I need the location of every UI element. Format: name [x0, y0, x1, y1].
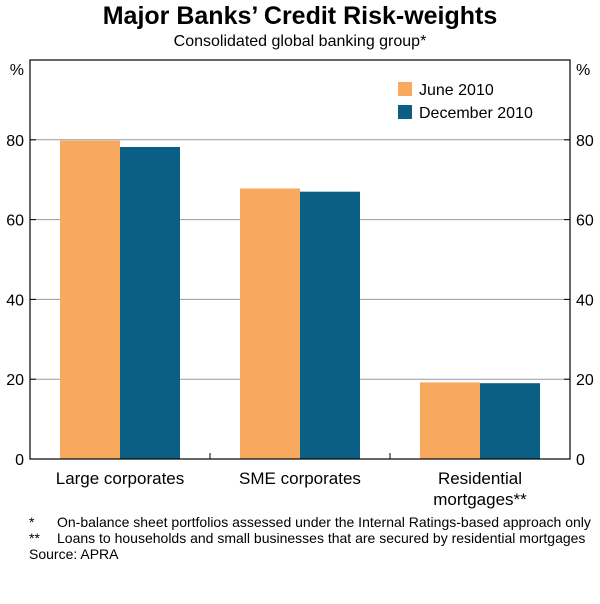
y-tick-label-right: 60 [576, 213, 594, 230]
y-tick-label-left: 80 [6, 133, 24, 150]
footnote-1-text: On-balance sheet portfolios assessed und… [57, 514, 591, 530]
legend-swatch-june-2010 [398, 82, 412, 96]
footnote-2: ** Loans to households and small busines… [29, 530, 597, 546]
chart-title: Major Banks’ Credit Risk-weights [102, 2, 498, 30]
bar-december-2010-3 [480, 383, 540, 459]
y-tick-label-left: 60 [6, 213, 24, 230]
legend-label-december-2010: December 2010 [419, 105, 533, 122]
y-tick-label-right: 20 [576, 372, 594, 389]
x-tick-label-1: Large corporates [56, 469, 185, 488]
plot-frame [29, 59, 571, 460]
footnote-1-mark: * [29, 514, 35, 530]
x-tick-label-3: Residential [438, 469, 522, 488]
bar-december-2010-1 [120, 146, 180, 459]
footnote-1: * On-balance sheet portfolios assessed u… [29, 514, 597, 530]
chart-subtitle: Consolidated global banking group* [173, 33, 427, 50]
x-tick-label-3: mortgages** [433, 490, 527, 509]
y-unit-right: % [576, 62, 590, 79]
y-tick-label-left: 20 [6, 372, 24, 389]
y-tick-label-left: 0 [15, 452, 24, 469]
footnote-2-mark: ** [29, 530, 40, 546]
y-unit-left: % [10, 62, 24, 79]
y-tick-label-left: 40 [6, 292, 24, 309]
y-tick-label-right: 40 [576, 292, 594, 309]
bar-chart: 0 0 20 20 40 40 60 60 80 80% % Large corporates SME … [6, 59, 594, 509]
y-tick-label-right: 0 [576, 452, 585, 469]
x-tick-label-2: SME corporates [239, 469, 361, 488]
bar-december-2010-2 [300, 191, 360, 460]
footnotes: * On-balance sheet portfolios assessed u… [29, 514, 597, 562]
source-note: Source: APRA [29, 546, 119, 562]
bar-june-2010-2 [240, 188, 300, 459]
y-tick-label-right: 80 [576, 133, 594, 150]
legend-label-june-2010: June 2010 [419, 82, 494, 99]
bar-june-2010-1 [60, 140, 120, 459]
bar-june-2010-3 [420, 382, 480, 459]
legend-swatch-december-2010 [398, 105, 412, 119]
footnote-2-text: Loans to households and small businesses… [57, 530, 586, 546]
